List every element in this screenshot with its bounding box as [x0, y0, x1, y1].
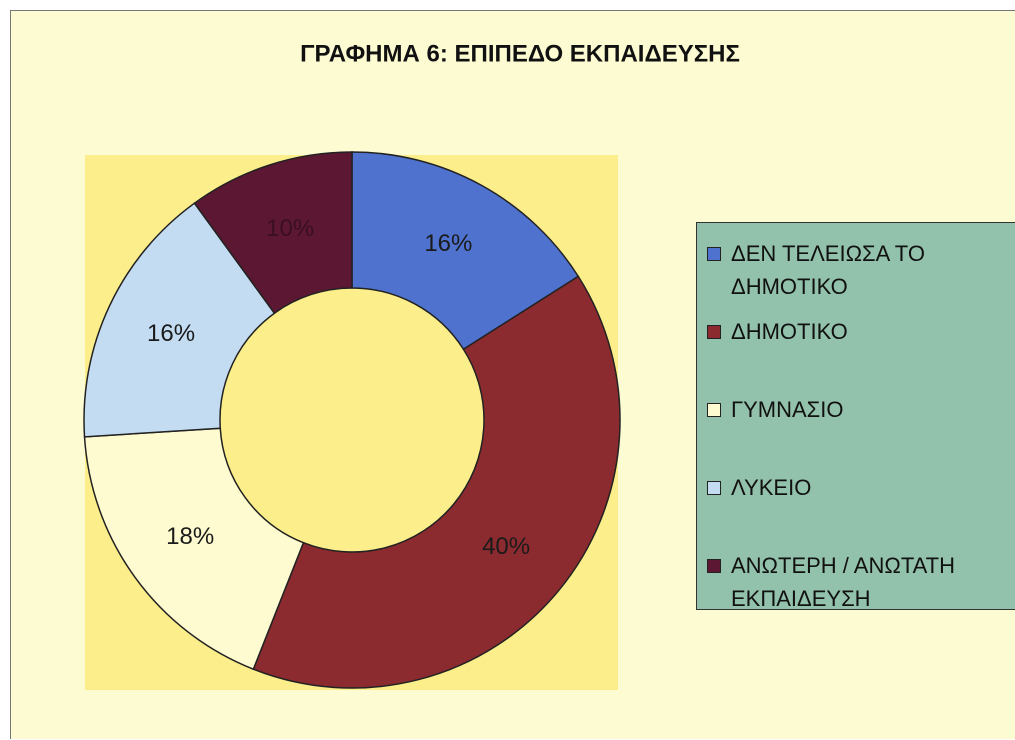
- legend-swatch: [707, 559, 721, 573]
- donut-slice: [83, 427, 305, 671]
- legend-item: ΑΝΩΤΕΡΗ / ΑΝΩΤΑΤΗ ΕΚΠΑΙΔΕΥΣΗ: [707, 549, 957, 615]
- donut-slice: [351, 151, 580, 351]
- donut-slice: [252, 275, 621, 689]
- donut-slice: [83, 202, 276, 438]
- legend-swatch: [707, 247, 721, 261]
- legend-label: ΛΥΚΕΙΟ: [731, 475, 812, 500]
- data-label: 16%: [424, 230, 472, 257]
- legend-label: ΔΗΜΟΤΙΚΟ: [731, 319, 848, 344]
- legend-item: ΔΕΝ ΤΕΛΕΙΩΣΑ ΤΟ ΔΗΜΟΤΙΚΟ: [707, 237, 957, 303]
- legend: ΔΕΝ ΤΕΛΕΙΩΣΑ ΤΟ ΔΗΜΟΤΙΚΟ ΔΗΜΟΤΙΚΟ ΓΥΜΝΑΣΙΟ…: [696, 222, 1015, 611]
- legend-label: ΔΕΝ ΤΕΛΕΙΩΣΑ ΤΟ ΔΗΜΟΤΙΚΟ: [731, 241, 925, 299]
- donut-slice: [193, 151, 353, 315]
- legend-item: ΔΗΜΟΤΙΚΟ: [707, 315, 957, 348]
- legend-swatch: [707, 481, 721, 495]
- legend-item: ΛΥΚΕΙΟ: [707, 471, 957, 504]
- data-label: 16%: [147, 320, 195, 347]
- legend-label: ΓΥΜΝΑΣΙΟ: [731, 397, 844, 422]
- data-label: 40%: [482, 533, 530, 560]
- chart-title: ΓΡΑΦΗΜΑ 6: ΕΠΙΠΕΔΟ ΕΚΠΑΙΔΕΥΣΗΣ: [300, 40, 740, 67]
- data-label: 18%: [166, 523, 214, 550]
- data-label: 10%: [266, 215, 314, 242]
- legend-swatch: [707, 403, 721, 417]
- legend-label: ΑΝΩΤΕΡΗ / ΑΝΩΤΑΤΗ ΕΚΠΑΙΔΕΥΣΗ: [731, 553, 955, 611]
- legend-swatch: [707, 325, 721, 339]
- legend-item: ΓΥΜΝΑΣΙΟ: [707, 393, 957, 426]
